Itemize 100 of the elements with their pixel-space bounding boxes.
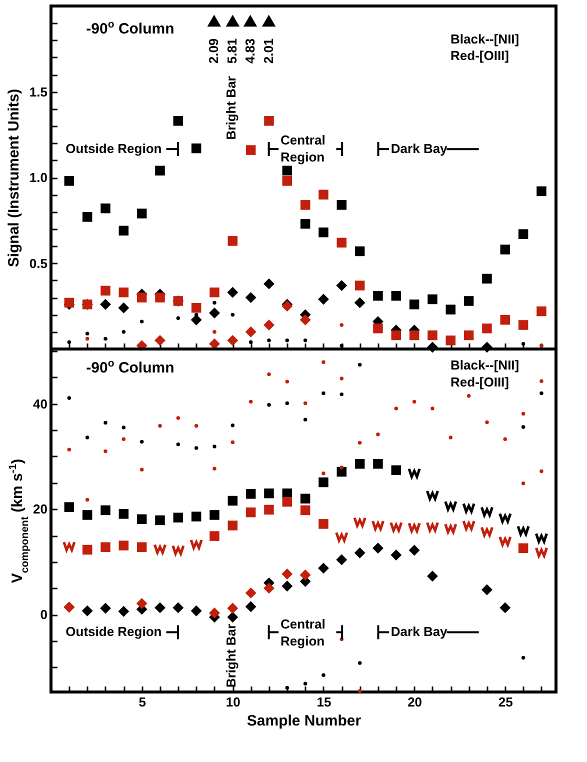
point bbox=[82, 510, 92, 520]
point bbox=[521, 425, 526, 429]
point bbox=[303, 338, 308, 342]
annotation: Dark Bay bbox=[390, 624, 448, 640]
point bbox=[100, 542, 110, 552]
point bbox=[67, 448, 72, 452]
point bbox=[318, 562, 329, 574]
point bbox=[264, 582, 274, 594]
point bbox=[64, 502, 74, 512]
point bbox=[322, 391, 326, 396]
x-tick-label: 20 bbox=[408, 694, 422, 710]
point bbox=[462, 520, 476, 530]
point bbox=[118, 288, 129, 298]
point bbox=[246, 489, 256, 499]
point bbox=[140, 320, 144, 324]
point bbox=[282, 580, 293, 592]
point bbox=[212, 300, 216, 305]
point bbox=[322, 471, 326, 476]
point bbox=[300, 314, 311, 326]
point bbox=[500, 314, 510, 325]
point bbox=[503, 437, 508, 441]
annotation: 4.83 bbox=[242, 38, 258, 64]
x-tick-label: 15 bbox=[316, 694, 332, 710]
point bbox=[518, 543, 528, 554]
point bbox=[358, 440, 362, 445]
y-tick-label: 0 bbox=[40, 607, 48, 622]
point bbox=[446, 336, 456, 346]
point bbox=[228, 496, 238, 506]
point bbox=[228, 236, 238, 246]
point bbox=[245, 601, 256, 612]
x-axis-title: Sample Number bbox=[246, 712, 362, 730]
point bbox=[248, 340, 253, 344]
point bbox=[318, 477, 328, 488]
point bbox=[336, 554, 348, 566]
point bbox=[391, 290, 402, 301]
point bbox=[300, 570, 311, 581]
point bbox=[373, 290, 383, 301]
point bbox=[104, 336, 108, 341]
point bbox=[230, 440, 235, 444]
point bbox=[264, 320, 274, 330]
y-tick-label: 1.5 bbox=[29, 84, 48, 100]
point bbox=[67, 340, 72, 344]
point bbox=[354, 458, 365, 469]
point bbox=[358, 661, 362, 665]
point bbox=[190, 605, 202, 616]
point bbox=[136, 542, 147, 552]
point bbox=[354, 246, 365, 256]
point bbox=[246, 145, 256, 155]
point bbox=[446, 304, 456, 314]
point bbox=[245, 292, 256, 304]
point bbox=[227, 286, 238, 298]
point bbox=[118, 302, 130, 314]
point bbox=[210, 510, 220, 520]
point bbox=[82, 544, 92, 555]
point bbox=[136, 208, 147, 218]
point bbox=[122, 437, 126, 441]
point bbox=[212, 444, 216, 448]
point bbox=[482, 274, 492, 284]
point bbox=[340, 466, 344, 470]
annotation: Central Region bbox=[280, 616, 326, 648]
point bbox=[318, 190, 328, 200]
point bbox=[122, 426, 126, 430]
point bbox=[82, 605, 93, 616]
point bbox=[118, 606, 130, 617]
annotation: Central Region bbox=[280, 132, 326, 164]
point bbox=[318, 228, 328, 238]
annotation: Outside Region bbox=[66, 141, 162, 156]
annotation: Black--[NII] bbox=[450, 358, 520, 373]
point bbox=[100, 505, 110, 516]
point bbox=[212, 466, 216, 470]
point bbox=[282, 166, 292, 176]
point bbox=[373, 458, 383, 469]
annotation: 5.81 bbox=[224, 38, 240, 64]
point bbox=[498, 536, 512, 546]
point bbox=[354, 547, 366, 558]
point bbox=[140, 440, 144, 444]
point bbox=[212, 330, 216, 334]
point bbox=[85, 332, 90, 336]
point bbox=[426, 490, 440, 500]
point bbox=[481, 584, 492, 596]
point bbox=[264, 504, 274, 515]
point bbox=[267, 338, 271, 342]
point bbox=[210, 531, 220, 541]
point bbox=[191, 302, 202, 313]
point bbox=[245, 326, 256, 338]
point bbox=[376, 432, 380, 436]
point bbox=[100, 286, 110, 296]
point bbox=[409, 300, 420, 310]
point bbox=[521, 342, 526, 346]
point bbox=[412, 400, 416, 404]
point bbox=[100, 203, 110, 214]
point bbox=[300, 494, 310, 504]
point bbox=[303, 682, 308, 686]
point bbox=[118, 540, 129, 550]
annotation: -90$^{o}$ Column bbox=[86, 358, 174, 377]
point bbox=[158, 424, 162, 428]
annotation: Bright Bar bbox=[224, 76, 239, 140]
x-tick-label: 5 bbox=[138, 694, 146, 710]
point bbox=[246, 507, 256, 518]
point bbox=[500, 244, 510, 254]
